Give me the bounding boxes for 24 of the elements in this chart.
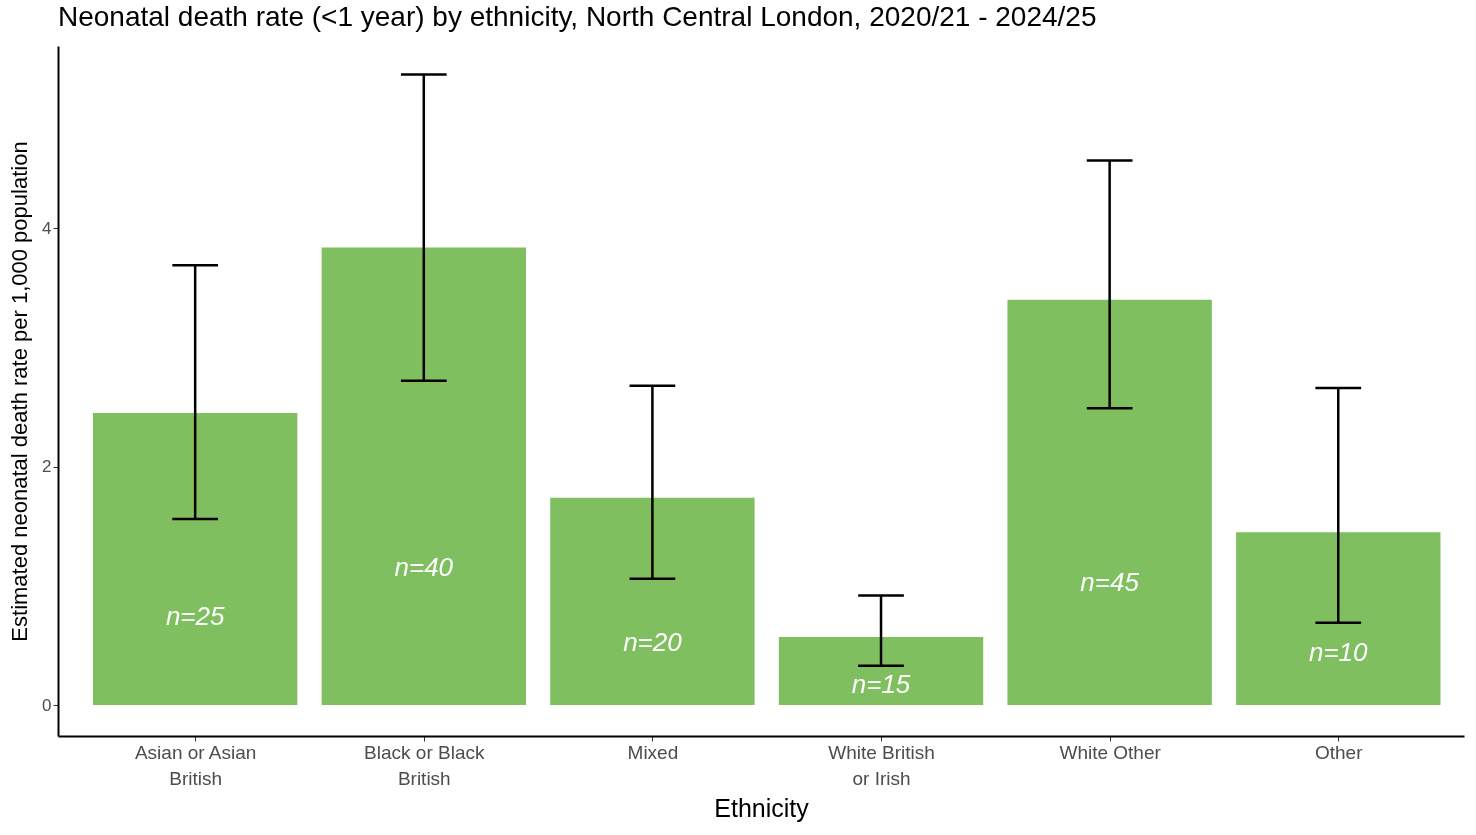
- annotation: n=10: [1308, 637, 1369, 668]
- annotation: n=40: [394, 551, 454, 582]
- bar: [321, 247, 526, 706]
- x-axis-title: Ethnicity: [714, 793, 810, 822]
- x-tick-label: Mixed: [627, 741, 679, 763]
- annotation: n=45: [1080, 567, 1140, 598]
- x-tick-label: Other: [1314, 741, 1364, 763]
- annotation: n=25: [165, 601, 225, 632]
- bar: [550, 497, 755, 706]
- x-tick-label: White Other: [1059, 741, 1162, 763]
- y-axis-title: Estimated neonatal death rate per 1,000 population: [7, 141, 33, 642]
- y-tick-label: 4: [42, 218, 52, 238]
- y-tick-label: 0: [42, 695, 52, 715]
- bar: [92, 413, 298, 706]
- x-tick-label: Asian or Asian British: [134, 741, 257, 789]
- bar: [1236, 532, 1441, 706]
- x-tick-label: Black or Black British: [364, 741, 485, 789]
- chart-title: Neonatal death rate (<1 year) by ethnicity, North Central London, 2020/21 - 2024/25: [58, 1, 1097, 32]
- bar: [778, 637, 984, 706]
- annotation: n=15: [851, 668, 911, 699]
- bar: [1007, 299, 1212, 706]
- annotation: n=20: [623, 626, 683, 657]
- x-tick-label: White British or Irish: [828, 741, 935, 789]
- y-tick-label: 2: [42, 457, 52, 477]
